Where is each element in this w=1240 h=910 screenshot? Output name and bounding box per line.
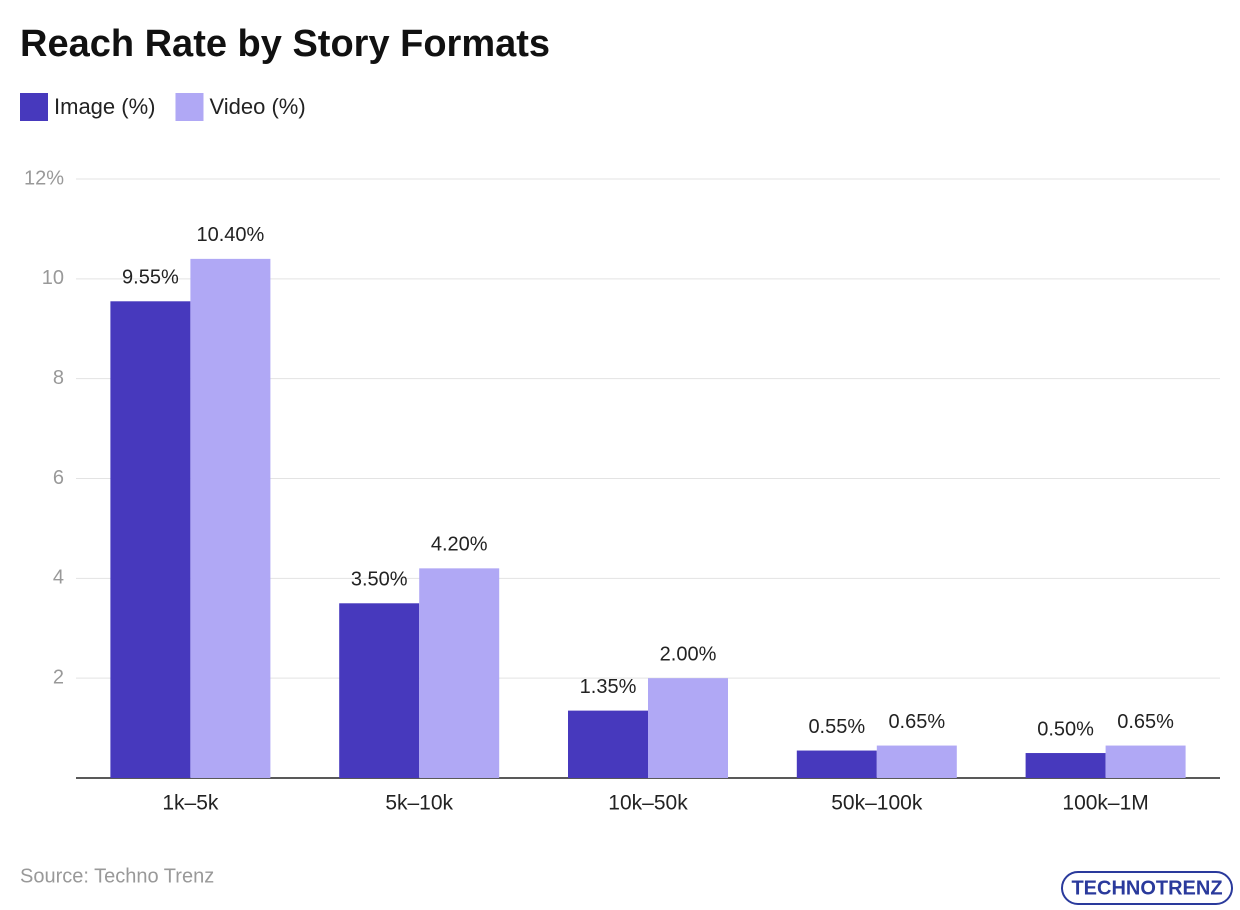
bar <box>876 745 957 778</box>
data-label: 0.65% <box>1117 711 1174 733</box>
data-label: 10.40% <box>196 224 264 246</box>
source: Source: Techno Trenz <box>20 865 214 887</box>
y-tick-label: 6 <box>53 467 64 489</box>
data-label: 0.50% <box>1037 718 1094 740</box>
y-tick-label: 12% <box>24 167 64 189</box>
data-label: 0.55% <box>808 716 865 738</box>
x-tick-label: 1k–5k <box>162 792 219 815</box>
legend-swatch <box>175 93 204 121</box>
logo-frame <box>1061 871 1233 905</box>
x-tick-label: 5k–10k <box>385 792 453 815</box>
y-tick-label: 10 <box>42 267 64 289</box>
x-tick-label: 50k–100k <box>831 792 923 815</box>
x-tick-label: 100k–1M <box>1062 792 1148 815</box>
chart-title: Reach Rate by Story Formats <box>20 23 550 65</box>
bar <box>796 750 877 778</box>
bar <box>190 258 271 778</box>
data-label: 4.20% <box>431 534 488 556</box>
data-label: 3.50% <box>351 569 408 591</box>
data-label: 9.55% <box>122 267 179 289</box>
data-label: 0.65% <box>888 711 945 733</box>
bar <box>1025 753 1106 778</box>
data-label: 2.00% <box>660 643 717 665</box>
legend-label: Image (%) <box>54 94 155 119</box>
legend-swatch <box>20 93 48 121</box>
bar <box>419 568 500 778</box>
y-tick-label: 2 <box>53 666 64 688</box>
bar <box>568 710 648 778</box>
x-tick-label: 10k–50k <box>608 792 688 815</box>
legend-label: Video (%) <box>209 94 305 119</box>
y-tick-label: 4 <box>53 567 64 589</box>
logo: TECHNOTRENZ <box>1071 877 1222 899</box>
bar <box>1105 745 1186 778</box>
bar <box>110 301 191 778</box>
bar <box>648 678 728 778</box>
y-tick-label: 8 <box>53 367 64 389</box>
bar <box>339 603 420 778</box>
data-label: 1.35% <box>580 676 637 698</box>
